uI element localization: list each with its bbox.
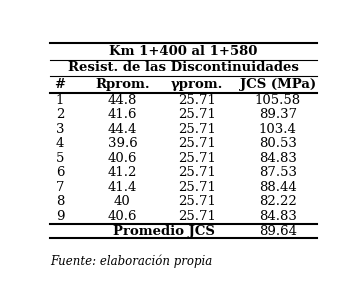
Text: 80.53: 80.53 [259,137,297,150]
Text: 2: 2 [56,108,64,121]
Text: 44.8: 44.8 [108,94,137,106]
Text: Resist. de las Discontinuidades: Resist. de las Discontinuidades [68,61,299,74]
Text: 44.4: 44.4 [108,123,137,136]
Text: 1: 1 [56,94,64,106]
Text: Fuente: elaboración propia: Fuente: elaboración propia [50,254,213,268]
Text: 105.58: 105.58 [255,94,301,106]
Text: JCS (MPa): JCS (MPa) [240,78,316,91]
Text: 25.71: 25.71 [178,167,216,179]
Text: 4: 4 [56,137,64,150]
Text: 87.53: 87.53 [259,167,297,179]
Text: 89.37: 89.37 [259,108,297,121]
Text: 84.83: 84.83 [259,152,297,165]
Text: 40.6: 40.6 [108,210,137,223]
Text: 88.44: 88.44 [259,181,297,194]
Text: 84.83: 84.83 [259,210,297,223]
Text: 103.4: 103.4 [259,123,297,136]
Text: 41.4: 41.4 [108,181,137,194]
Text: 25.71: 25.71 [178,123,216,136]
Text: Rprom.: Rprom. [95,78,150,91]
Text: Promedio JCS: Promedio JCS [113,225,215,238]
Text: 25.71: 25.71 [178,108,216,121]
Text: Km 1+400 al 1+580: Km 1+400 al 1+580 [109,45,258,58]
Text: 41.2: 41.2 [108,167,137,179]
Text: 8: 8 [56,196,64,208]
Text: 25.71: 25.71 [178,196,216,208]
Text: 3: 3 [56,123,64,136]
Text: γprom.: γprom. [171,78,223,91]
Text: 9: 9 [56,210,64,223]
Text: 6: 6 [56,167,64,179]
Text: #: # [54,78,66,91]
Text: 39.6: 39.6 [107,137,137,150]
Text: 41.6: 41.6 [108,108,137,121]
Text: 40: 40 [114,196,131,208]
Text: 5: 5 [56,152,64,165]
Text: 82.22: 82.22 [259,196,297,208]
Text: 25.71: 25.71 [178,94,216,106]
Text: 25.71: 25.71 [178,210,216,223]
Text: 25.71: 25.71 [178,181,216,194]
Text: 40.6: 40.6 [108,152,137,165]
Text: 7: 7 [56,181,64,194]
Text: 25.71: 25.71 [178,152,216,165]
Text: 89.64: 89.64 [259,225,297,238]
Text: 25.71: 25.71 [178,137,216,150]
